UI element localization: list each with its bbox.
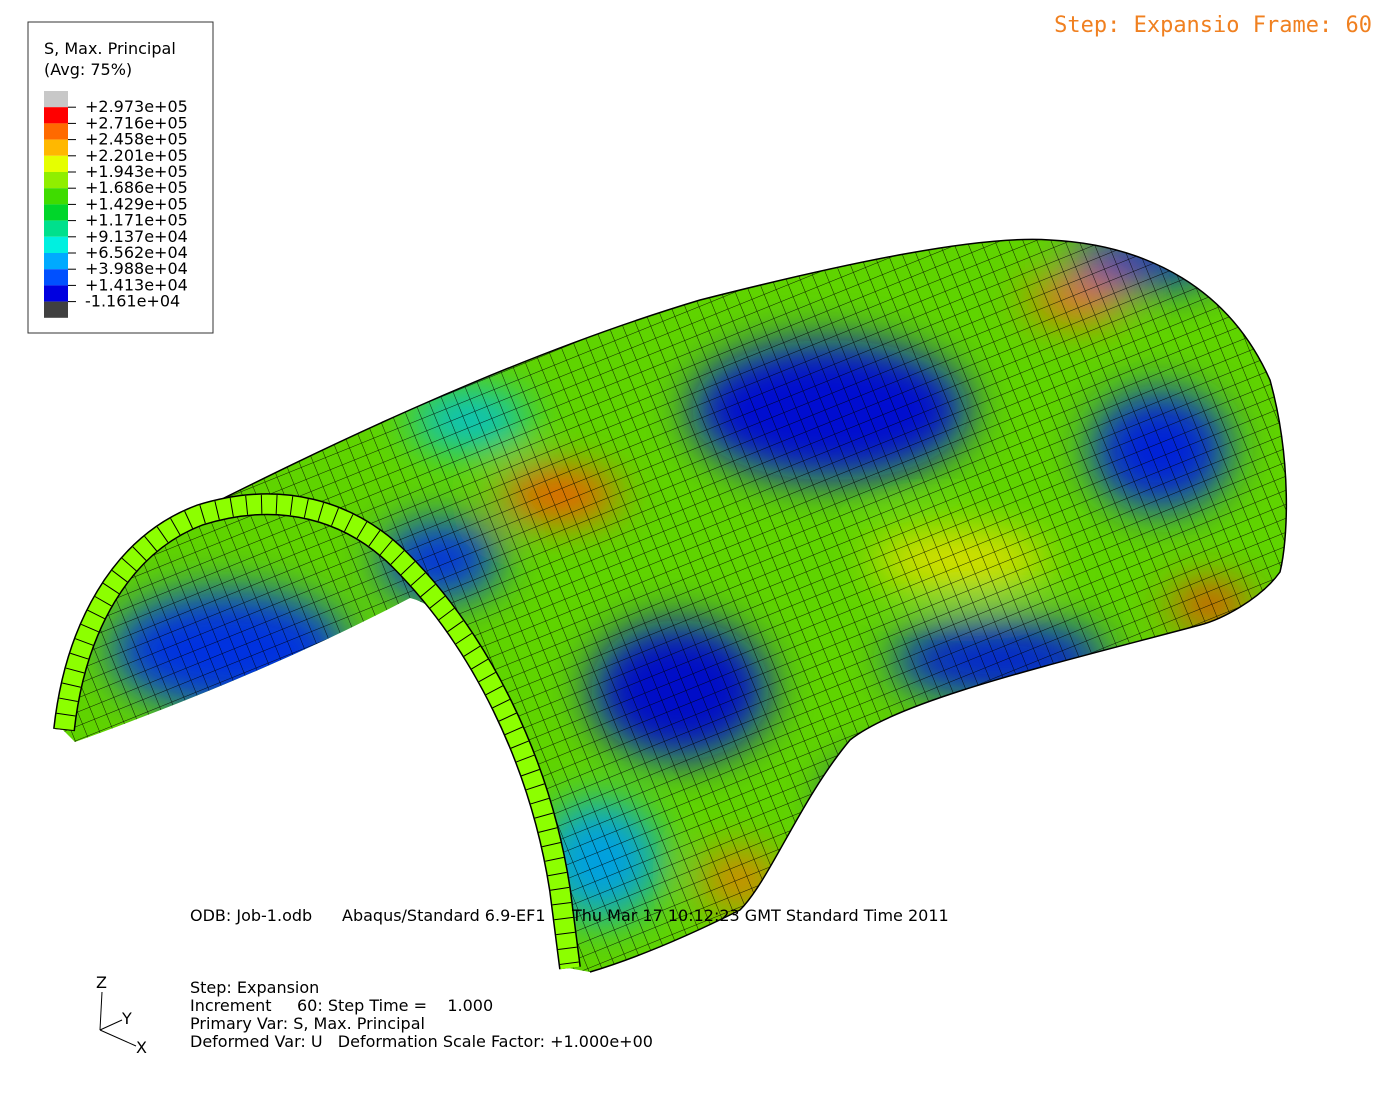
legend-label: +1.943e+05	[85, 162, 188, 181]
triad-z: Z	[96, 973, 107, 992]
odb-name: ODB: Job-1.odb	[190, 906, 312, 925]
legend-label: +2.458e+05	[85, 130, 188, 149]
legend-swatch	[44, 172, 68, 189]
legend-label: +2.201e+05	[85, 146, 188, 165]
frame-label: Step: Expansio Frame: 60	[1054, 13, 1372, 38]
step-info-line: Step: Expansion	[190, 978, 319, 997]
legend-swatch	[44, 204, 68, 221]
solver-version: Abaqus/Standard 6.9-EF1	[342, 906, 546, 925]
legend-label: +6.562e+04	[85, 243, 188, 262]
legend-swatch	[44, 236, 68, 253]
step-info-line: Increment 60: Step Time = 1.000	[190, 996, 493, 1015]
legend-label: -1.161e+04	[85, 292, 180, 311]
legend-label: +2.716e+05	[85, 113, 188, 132]
legend-label: +9.137e+04	[85, 227, 188, 246]
front-ring	[54, 494, 580, 970]
legend-title: S, Max. Principal	[44, 39, 176, 58]
step-info-line: Deformed Var: U Deformation Scale Factor…	[190, 1032, 653, 1051]
triad: Z Y X	[96, 973, 147, 1057]
legend-swatch	[44, 123, 68, 140]
triad-y-axis	[99, 1019, 123, 1031]
legend: +2.973e+05+2.716e+05+2.458e+05+2.201e+05…	[44, 91, 188, 318]
legend-swatch	[44, 301, 68, 318]
legend-swatch	[44, 253, 68, 270]
legend-swatch	[44, 107, 68, 124]
triad-x-axis	[99, 1029, 137, 1047]
legend-swatch	[44, 155, 68, 172]
legend-swatch	[44, 220, 68, 237]
triad-y: Y	[121, 1009, 132, 1028]
legend-label: +1.686e+05	[85, 178, 188, 197]
triad-z-axis	[99, 991, 103, 1031]
step-info-line: Primary Var: S, Max. Principal	[190, 1014, 425, 1033]
legend-swatch	[44, 139, 68, 156]
legend-swatch	[44, 91, 68, 108]
legend-label: +1.429e+05	[85, 194, 188, 213]
legend-label: +2.973e+05	[85, 97, 188, 116]
legend-subtitle: (Avg: 75%)	[44, 60, 132, 79]
legend-label: +1.171e+05	[85, 211, 188, 230]
legend-label: +3.988e+04	[85, 259, 188, 278]
legend-swatch	[44, 188, 68, 205]
triad-x: X	[136, 1038, 147, 1057]
timestamp: Thu Mar 17 10:12:23 GMT Standard Time 20…	[571, 906, 949, 925]
legend-label: +1.413e+04	[85, 275, 188, 294]
legend-swatch	[44, 269, 68, 286]
legend-swatch	[44, 285, 68, 302]
mesh-outline	[54, 238, 1288, 973]
